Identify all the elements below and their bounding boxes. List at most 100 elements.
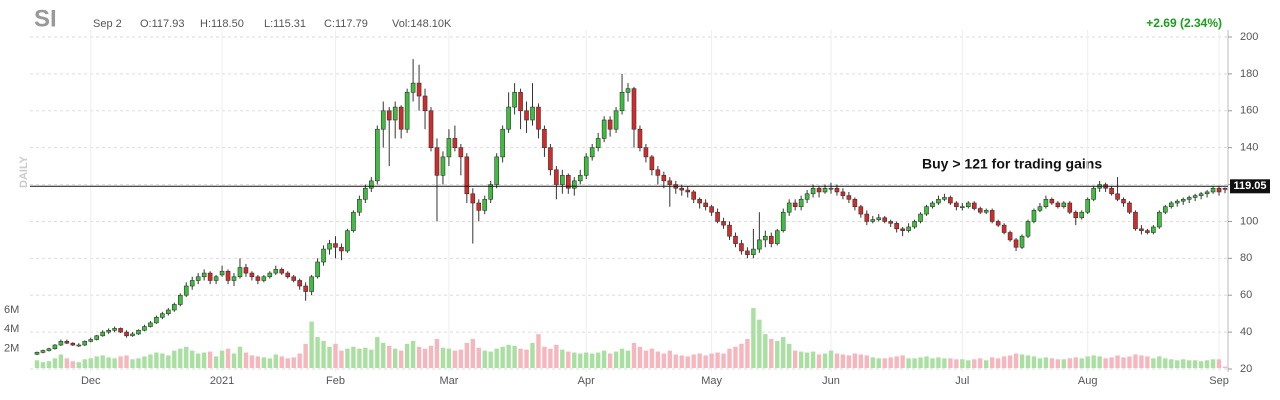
volume-bar [476, 347, 481, 368]
volume-bar [392, 348, 398, 368]
candle-body [339, 246, 344, 252]
x-tick-label: 2021 [210, 375, 234, 387]
candle-body [918, 213, 923, 222]
candle-body [34, 352, 40, 355]
volume-bar [416, 346, 422, 368]
volume-bar [530, 342, 535, 368]
volume-bar [369, 349, 374, 368]
candle-body [1091, 187, 1096, 200]
volume-bar [1043, 357, 1049, 368]
symbol: SI [34, 5, 57, 32]
candle-body [458, 147, 464, 158]
volume-bar [1025, 355, 1031, 368]
volume-bar [357, 348, 362, 368]
candle-body [225, 270, 231, 281]
volume-bar [798, 351, 804, 368]
candle-body [888, 221, 893, 224]
candle-body [1145, 230, 1150, 233]
candle-body [583, 156, 589, 176]
volume-bar [536, 334, 541, 368]
candle-body [416, 82, 422, 97]
candle-body [757, 239, 762, 250]
candle-body [1019, 235, 1025, 248]
candle-body [488, 184, 494, 200]
candle-body [1079, 211, 1085, 219]
candle-body [130, 333, 135, 337]
candle-body [422, 95, 428, 112]
candle-body [751, 248, 756, 255]
candle-body [595, 138, 601, 148]
volume-bar [1103, 358, 1108, 368]
candle-body [1037, 206, 1043, 211]
candle-body [846, 195, 852, 200]
candle-body [649, 156, 655, 171]
candle-body [58, 341, 64, 346]
y-tick-label: 100 [1240, 215, 1258, 227]
volume-bar [303, 343, 308, 368]
period-label: DAILY [18, 155, 30, 188]
candle-body [810, 187, 816, 195]
volume-bar [291, 357, 296, 368]
volume-bar [94, 356, 99, 368]
candle-body [506, 106, 511, 130]
volume-bar [488, 351, 493, 368]
candle-body [1049, 199, 1055, 204]
volume-bar [954, 359, 959, 368]
volume-bar [309, 321, 314, 368]
volume-bar [464, 342, 470, 368]
candle-body [703, 202, 708, 207]
candle-body [721, 221, 726, 226]
candle-body [727, 224, 732, 237]
candle-body [1055, 202, 1061, 207]
x-tick-label: Sep [1209, 375, 1229, 387]
volume-bar [1109, 357, 1114, 368]
candle-body [303, 285, 308, 292]
volume-bar [154, 352, 159, 368]
candle-body [768, 235, 774, 244]
candle-body [1013, 239, 1019, 248]
y-tick-label: 200 [1240, 31, 1258, 43]
volume-bar [88, 358, 93, 368]
x-tick-label: Mar [439, 375, 458, 387]
candle-body [607, 119, 613, 130]
candle-body [273, 269, 279, 274]
candle-body [882, 217, 888, 222]
candle-body [500, 128, 505, 158]
candle-body [1222, 188, 1228, 190]
volume-bar [697, 353, 702, 368]
volume-bar [840, 354, 846, 368]
volume-bar [1222, 366, 1228, 368]
volume-bar [661, 353, 667, 368]
candle-body [960, 206, 965, 208]
candle-body [291, 276, 297, 281]
candle-body [374, 128, 380, 182]
candle-body [1174, 200, 1180, 204]
volume-bar [160, 353, 165, 368]
volume-bar [643, 350, 649, 368]
volume-bar [518, 348, 523, 368]
candle-body [345, 230, 350, 252]
candle-body [715, 211, 720, 222]
volume-bar [321, 340, 326, 368]
volume-bar [64, 358, 70, 368]
volume-bar [512, 345, 517, 368]
candle-body [201, 272, 207, 278]
annotation: Buy > 121 for trading gains [922, 156, 1102, 172]
candle-body [679, 187, 685, 191]
candle-body [834, 187, 840, 193]
volume-bar [751, 308, 756, 368]
candle-body [1121, 199, 1126, 204]
candle-body [309, 276, 314, 292]
volume-bar [989, 357, 995, 368]
volume-bar [619, 348, 625, 368]
candle-body [94, 335, 99, 340]
candle-body [106, 329, 111, 333]
candle-body [1204, 191, 1210, 195]
candle-body [1025, 221, 1031, 237]
volume-bar [506, 344, 511, 368]
candle-body [315, 261, 320, 278]
volume-bar [345, 348, 350, 368]
candle-body [464, 156, 470, 195]
volume-bar [1216, 359, 1222, 368]
candle-body [410, 82, 416, 93]
